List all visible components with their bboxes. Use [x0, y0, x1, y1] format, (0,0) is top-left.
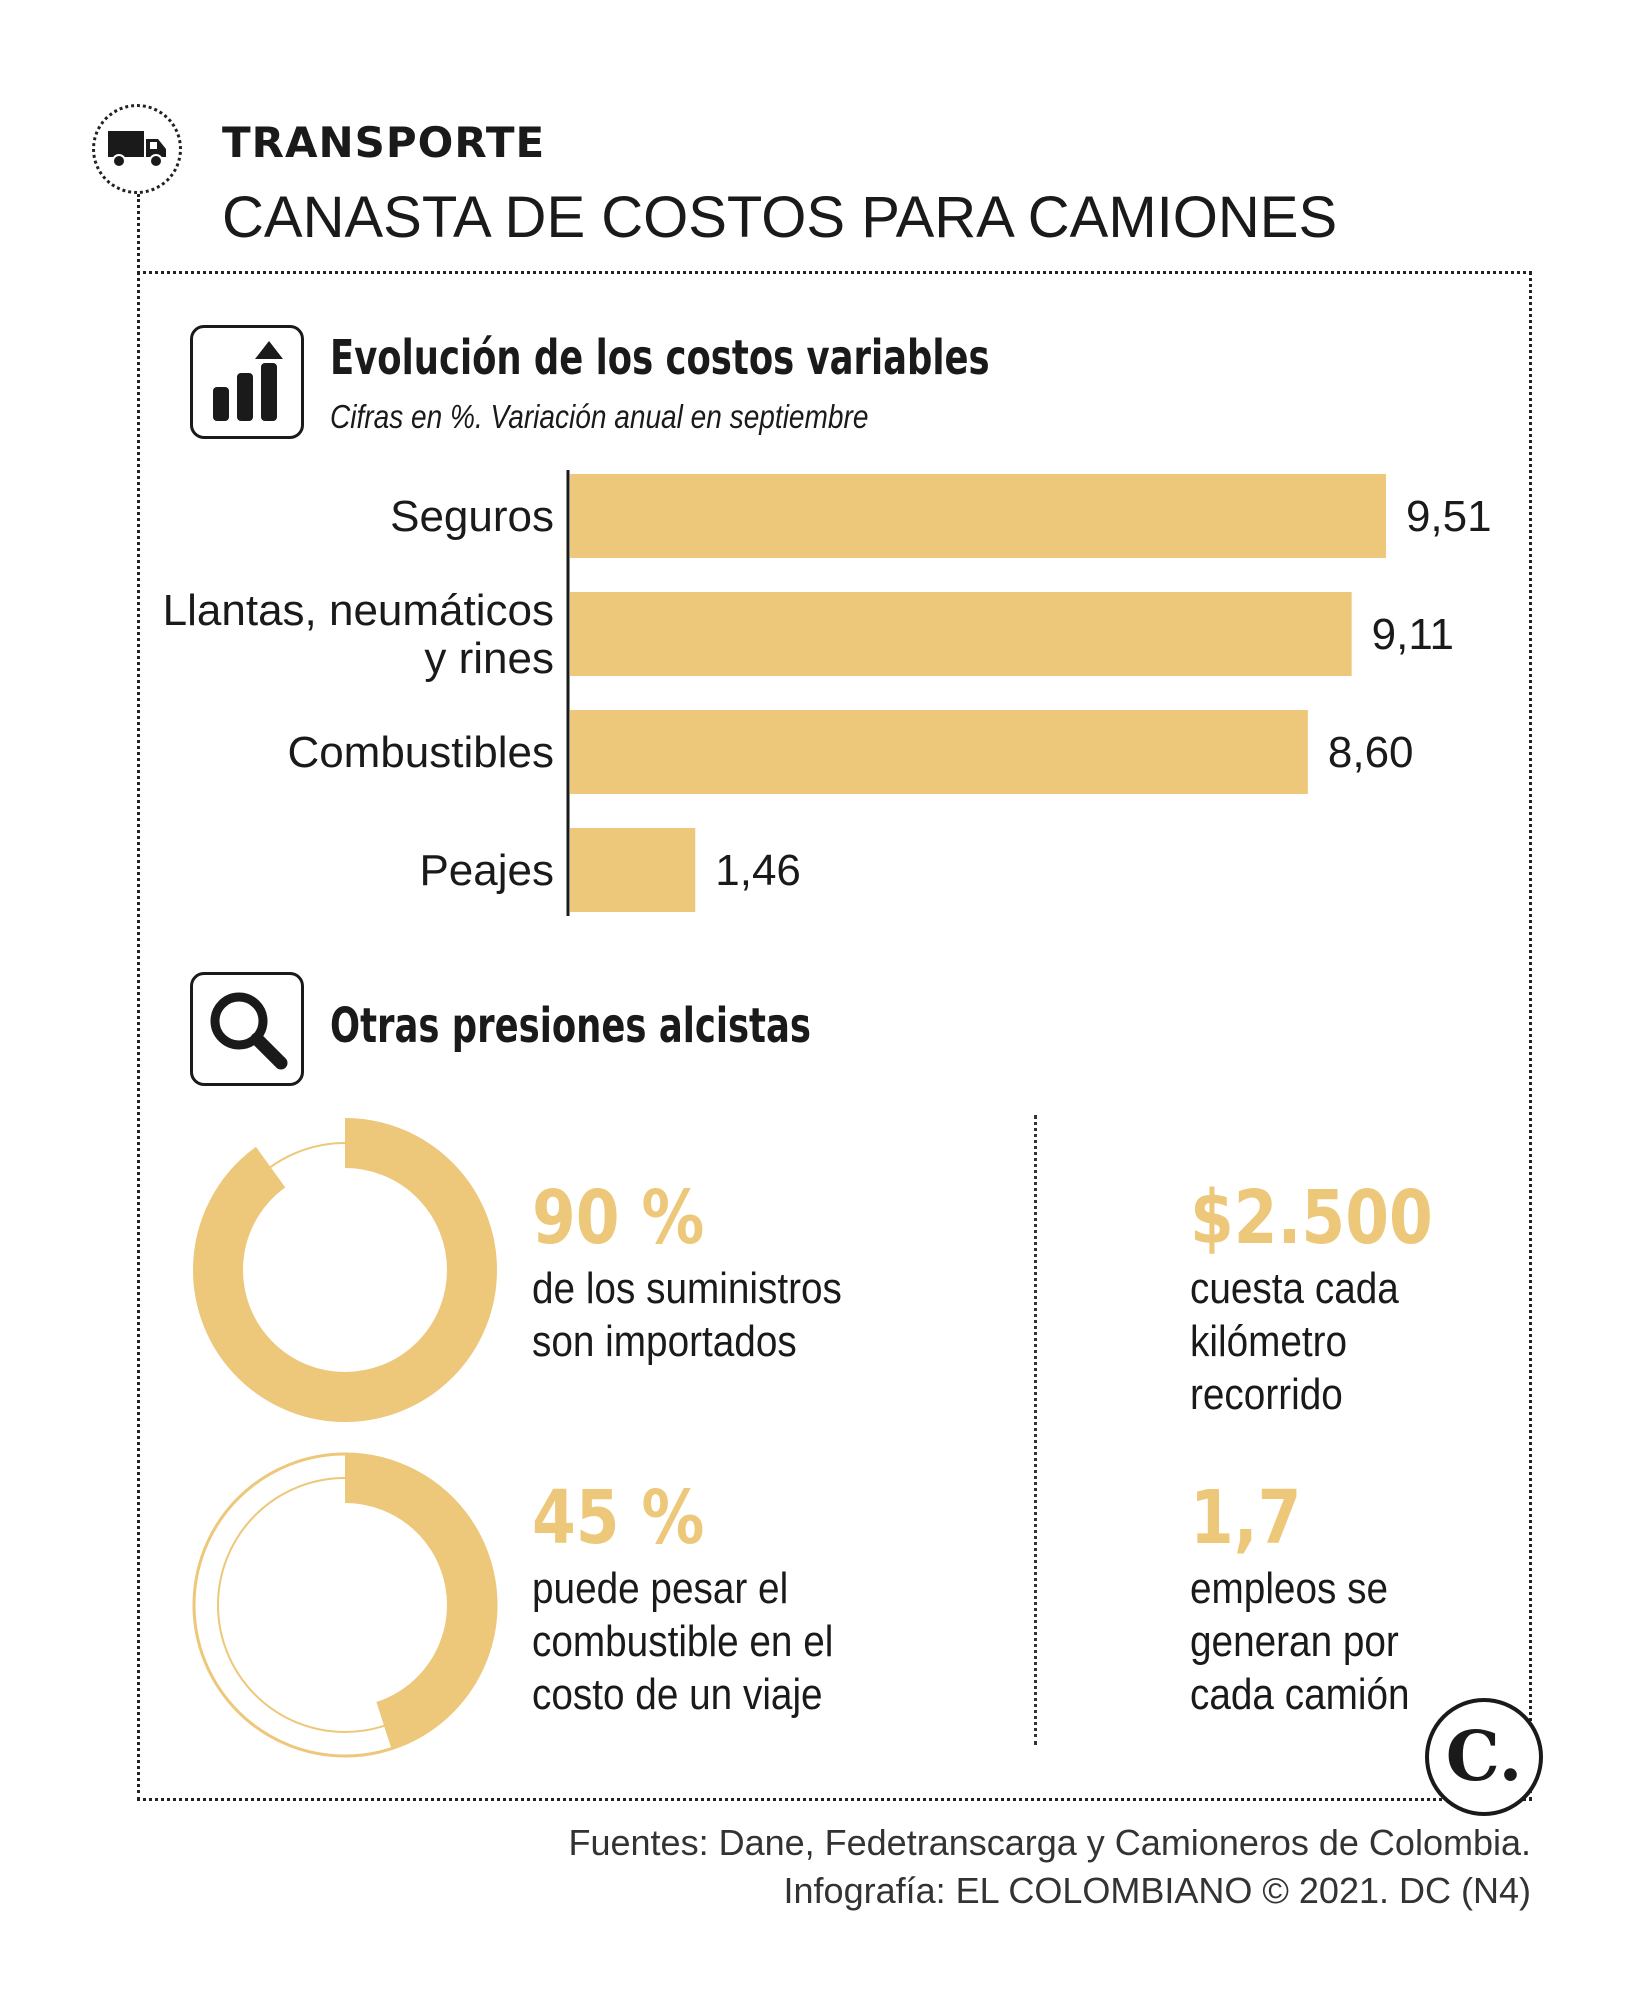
chart-title: Evolución de los costos variables [330, 330, 990, 386]
stat-km-text: cuesta cada kilómetro recorrido [1190, 1262, 1399, 1421]
donut-fuel-arc [193, 1453, 497, 1757]
stat-fuel-line1: puede pesar el [532, 1564, 789, 1613]
bar [570, 710, 1308, 794]
bar-value-label: 9,11 [1372, 610, 1454, 659]
stat-fuel-value: 45 % [532, 1475, 705, 1561]
truck-icon [108, 131, 166, 168]
column-divider [1034, 1115, 1037, 1745]
stat-imported-line2: son importados [532, 1317, 797, 1366]
credit-note: Infografía: EL COLOMBIANO © 2021. DC (N4… [783, 1870, 1531, 1911]
stat-km-line1: cuesta cada [1190, 1264, 1399, 1313]
stat-km-line2: kilómetro [1190, 1317, 1348, 1366]
bar-value-label: 9,51 [1406, 492, 1492, 541]
stat-jobs-line1: empleos se [1190, 1564, 1389, 1613]
stat-km-line3: recorrido [1190, 1370, 1343, 1419]
sources-note: Fuentes: Dane, Fedetranscarga y Camioner… [568, 1822, 1532, 1863]
donut-imported [193, 1118, 497, 1422]
stat-imported-line1: de los suministros [532, 1264, 842, 1313]
stat-imported-value: 90 % [532, 1175, 705, 1261]
bar-value-label: 8,60 [1328, 728, 1414, 777]
stat-jobs-value: 1,7 [1190, 1475, 1302, 1561]
bar-value-label: 1,46 [715, 846, 801, 895]
stat-fuel-line3: costo de un viaje [532, 1670, 823, 1719]
category-label: Combustibles [287, 728, 554, 777]
donut-fuel [192, 1452, 498, 1758]
bar [570, 474, 1386, 558]
category-label: Llantas, neumáticos [163, 586, 554, 635]
stat-jobs-text: empleos se generan por cada camión [1190, 1562, 1410, 1721]
bar [570, 828, 696, 912]
magnifier-icon [210, 992, 288, 1070]
bar [570, 592, 1352, 676]
pressures-title: Otras presiones alcistas [330, 998, 811, 1054]
stat-km-value: $2.500 [1190, 1175, 1433, 1261]
publisher-logo: C. [1425, 1698, 1543, 1816]
search-icon-box [190, 972, 304, 1086]
stat-fuel-text: puede pesar el combustible en el costo d… [532, 1562, 833, 1721]
bar-chart-up-icon [213, 341, 283, 421]
page-title: CANASTA DE COSTOS PARA CAMIONES [222, 185, 1338, 250]
stat-jobs-line2: generan por [1190, 1617, 1399, 1666]
header-connector-line [137, 194, 140, 274]
content-frame [137, 271, 1532, 1801]
chart-icon-box [190, 325, 304, 439]
truck-icon-circle [92, 104, 182, 194]
stat-fuel-line2: combustible en el [532, 1617, 834, 1666]
chart-subtitle: Cifras en %. Variación anual en septiemb… [330, 398, 869, 435]
donut-imported-arc [193, 1118, 497, 1422]
category-label: Peajes [419, 846, 554, 895]
stat-jobs-line3: cada camión [1190, 1670, 1410, 1719]
category-label: Seguros [390, 492, 554, 541]
stat-imported-text: de los suministros son importados [532, 1262, 842, 1368]
section-kicker: TRANSPORTE [222, 118, 546, 167]
category-label: y rines [424, 634, 554, 683]
